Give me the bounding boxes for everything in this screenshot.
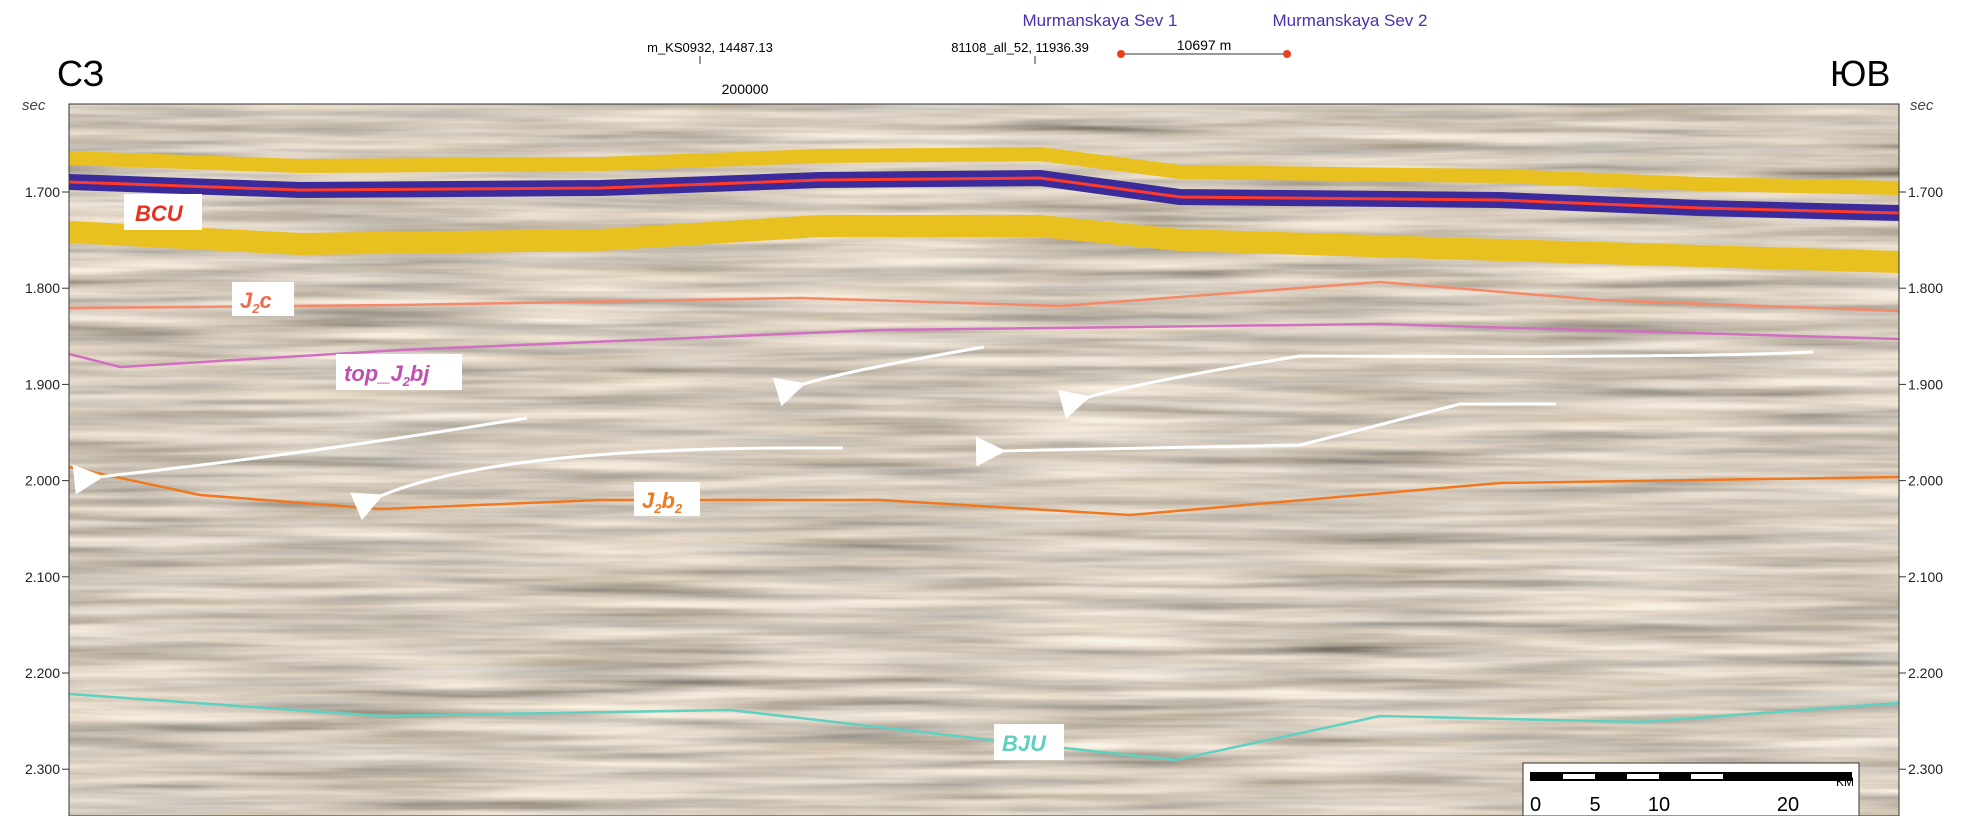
y-tick-label: 2.000 [25,473,60,489]
y-tick-label: 1.800 [1908,280,1943,296]
y-tick-label: 1.700 [25,184,60,200]
y-tick-label: 2.300 [25,761,60,777]
scale-label: 10 [1648,794,1670,816]
right-direction: ЮВ [1830,53,1890,94]
y-tick-label: 2.200 [25,665,60,681]
horizon-label: BJU [1002,731,1047,756]
y-tick-label: 1.700 [1908,184,1943,200]
axis-unit: sec [22,97,46,114]
well-distance: 10697 m [1177,37,1231,53]
scale-label: 0 [1530,794,1541,816]
seismic-image [69,104,1899,816]
y-tick-label: 2.300 [1908,761,1943,777]
left-direction: СЗ [57,53,104,94]
horizon-label: J2b2 [642,488,683,516]
y-tick-label: 1.900 [25,376,60,392]
y-tick-label: 2.000 [1908,473,1943,489]
horizon-label: top_J2bj [344,361,430,389]
cdp-label: 200000 [722,81,769,97]
axis-unit: sec [1910,97,1934,114]
well-label: Murmanskaya Sev 1 [1023,11,1178,30]
horizon-label: J2c [240,288,272,316]
scale-bar: 0 5 10 20 KM [1522,762,1860,816]
plot-frame [68,103,1900,816]
y-axis: 1.700 1.700 1.800 1.800 1.900 1.900 2.000 2.000… [25,184,1943,777]
scale-label: 5 [1589,794,1600,816]
line-label: m_KS0932, 14487.13 [647,40,773,55]
horizon-labels: BCU J2c top_J2bj J2b2 BJU [124,194,1064,760]
line-label: 81108_all_52, 11936.39 [951,40,1089,55]
y-tick-label: 1.900 [1908,376,1943,392]
y-tick-label: 2.100 [25,569,60,585]
scale-label: 20 [1777,794,1799,816]
horizon-label: BCU [135,201,184,226]
y-tick-label: 1.800 [25,280,60,296]
y-tick-label: 2.100 [1908,569,1943,585]
well-label: Murmanskaya Sev 2 [1273,11,1428,30]
y-tick-label: 2.200 [1908,665,1943,681]
scale-unit: KM [1836,775,1854,789]
